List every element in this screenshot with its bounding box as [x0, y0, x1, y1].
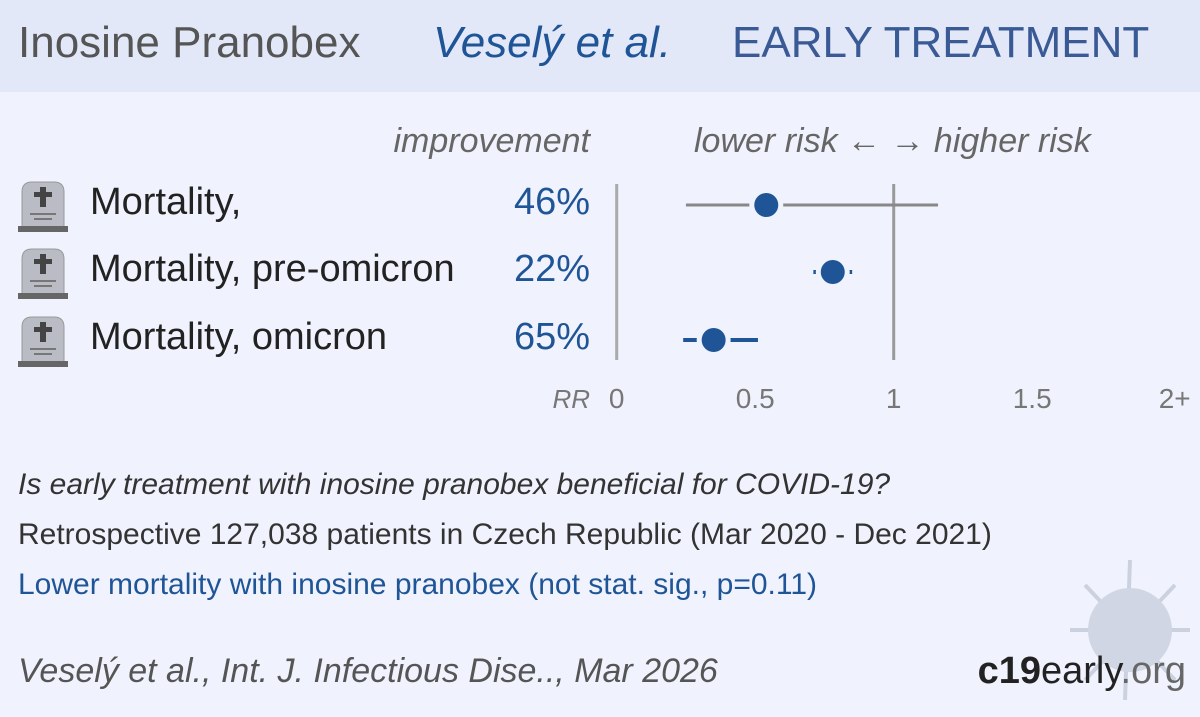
study-name: Veselý et al.: [433, 18, 672, 67]
point-estimate: [820, 260, 845, 284]
tick-label: 0.5: [736, 383, 775, 414]
outcome-label: Mortality,: [90, 181, 242, 223]
tick-label: 0: [609, 383, 625, 414]
tombstone-icon: [16, 313, 70, 374]
question-text: Is early treatment with inosine pranobex…: [18, 468, 891, 501]
header-band: [0, 0, 1200, 92]
logo-tld: .org: [1120, 650, 1186, 692]
logo-bold: c19: [977, 650, 1041, 692]
tick-label: 2+: [1159, 383, 1191, 414]
tombstone-icon: [16, 245, 70, 306]
tombstone-icon: [16, 178, 70, 239]
outcome-label: Mortality, pre-omicron: [90, 248, 455, 290]
drug-name: Inosine Pranobex: [18, 18, 361, 67]
improvement-value: 65%: [513, 316, 590, 358]
result-text: Lower mortality with inosine pranobex (n…: [18, 568, 818, 601]
x-axis-label: RR: [552, 384, 590, 414]
point-estimate: [754, 193, 779, 217]
point-estimate: [701, 328, 726, 352]
direction-header: lower risk ← → higher risk: [694, 122, 1091, 160]
logo-rest: early: [1040, 650, 1121, 692]
stage-label: EARLY TREATMENT: [732, 18, 1150, 67]
improvement-value: 22%: [513, 248, 590, 290]
tick-label: 1: [886, 383, 902, 414]
citation: Veselý et al., Int. J. Infectious Dise..…: [18, 652, 718, 690]
design-text: Retrospective 127,038 patients in Czech …: [18, 518, 992, 551]
improvement-value: 46%: [513, 181, 590, 223]
site-logo[interactable]: c19early.org: [978, 650, 1186, 693]
tick-label: 1.5: [1013, 383, 1052, 414]
outcome-label: Mortality, omicron: [90, 316, 388, 358]
improvement-header: improvement: [393, 122, 590, 160]
